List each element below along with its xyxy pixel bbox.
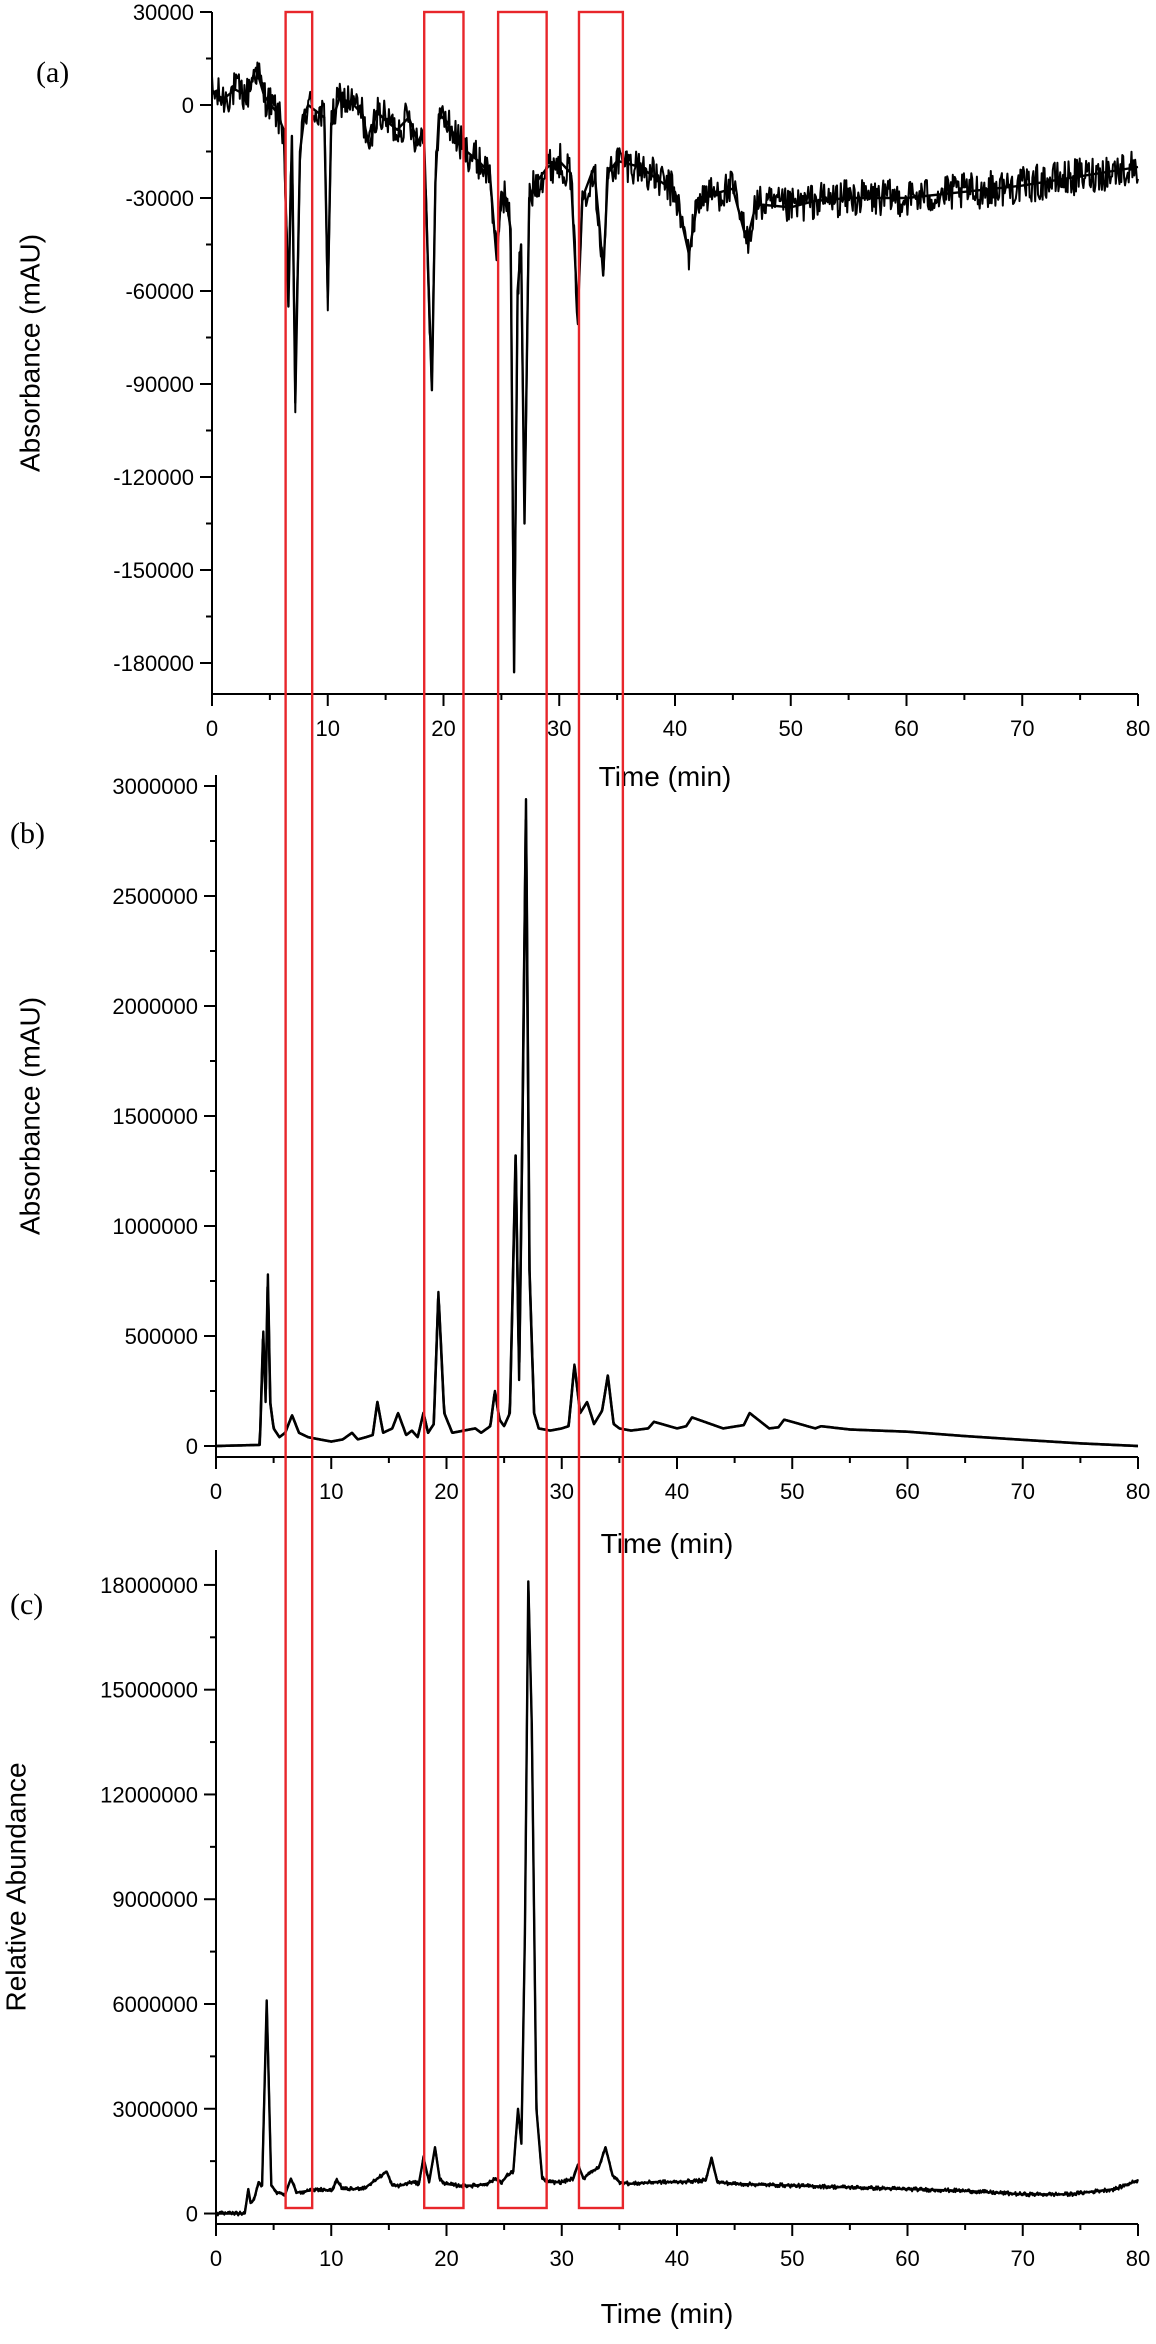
- y-tick-label: 9000000: [112, 1887, 198, 1912]
- panel-label: (a): [36, 56, 69, 89]
- x-tick-label: 20: [434, 1479, 458, 1504]
- trace-peaks-1: [216, 1580, 1139, 2215]
- y-tick-label: 30000: [133, 0, 194, 25]
- panel-label: (b): [10, 817, 45, 850]
- panel-1: 0 10 20 30 40 50 60 70 80 30000 0 -30000 -60000 -9000…: [14, 0, 1150, 792]
- y-tick-label: 0: [182, 93, 194, 118]
- x-tick-label: 20: [431, 716, 455, 741]
- y-axis-label: Absorbance (mAU): [14, 234, 45, 472]
- x-tick-label: 30: [550, 1479, 574, 1504]
- x-tick-label: 50: [779, 716, 803, 741]
- x-tick-label: 70: [1011, 1479, 1035, 1504]
- x-tick-label: 0: [210, 1479, 222, 1504]
- x-tick-label: 0: [210, 2246, 222, 2271]
- y-tick-label: 2000000: [112, 994, 198, 1019]
- y-tick-label: 500000: [125, 1324, 198, 1349]
- highlight-windows: [284, 10, 625, 2210]
- x-tick-label: 80: [1126, 1479, 1150, 1504]
- highlight-window-2: [423, 10, 465, 2210]
- trace-peaks-1: [215, 798, 1139, 1448]
- x-axis-label: Time (min): [599, 761, 732, 792]
- y-tick-label: 3000000: [112, 774, 198, 799]
- x-axis-label: Time (min): [601, 2298, 734, 2329]
- y-tick-label: 12000000: [100, 1782, 198, 1807]
- trace-peaks-1: [211, 66, 1139, 674]
- x-tick-label: 40: [665, 2246, 689, 2271]
- x-tick-label: 10: [316, 716, 340, 741]
- y-tick-label: -120000: [113, 465, 194, 490]
- x-tick-label: 60: [894, 716, 918, 741]
- x-tick-label: 70: [1010, 716, 1034, 741]
- x-axis-label: Time (min): [601, 1528, 734, 1559]
- highlight-window-4: [577, 10, 625, 2210]
- y-tick-label: -180000: [113, 651, 194, 676]
- panel-3: 0 10 20 30 40 50 60 70 80 0 3000000 6000000 9000000 1…: [0, 1550, 1150, 2329]
- x-tick-label: 0: [206, 716, 218, 741]
- y-axis-label: Relative Abundance: [0, 1762, 31, 2011]
- x-tick-label: 50: [780, 1479, 804, 1504]
- x-tick-label: 50: [780, 2246, 804, 2271]
- y-tick-label: -150000: [113, 558, 194, 583]
- x-tick-label: 80: [1126, 2246, 1150, 2271]
- y-tick-label: 0: [186, 1434, 198, 1459]
- x-tick-label: 60: [895, 2246, 919, 2271]
- highlight-window-1: [284, 10, 314, 2210]
- x-tick-label: 10: [319, 2246, 343, 2271]
- y-tick-label: 3000000: [112, 2097, 198, 2122]
- y-tick-label: 18000000: [100, 1573, 198, 1598]
- y-axis-label: Absorbance (mAU): [14, 997, 45, 1235]
- panel-label: (c): [10, 1588, 43, 1621]
- panel-2: 0 10 20 30 40 50 60 70 80 0 500000 1000000 1500000 20…: [10, 774, 1150, 1559]
- trace-series-1: [215, 818, 1139, 1448]
- x-tick-label: 30: [547, 716, 571, 741]
- x-tick-label: 30: [550, 2246, 574, 2271]
- y-tick-label: -90000: [125, 372, 194, 397]
- trace-series-1: [215, 1589, 1139, 2217]
- trace-series-1: [211, 61, 1139, 640]
- y-tick-label: 1000000: [112, 1214, 198, 1239]
- y-tick-label: 0: [186, 2202, 198, 2227]
- highlight-window-3: [496, 10, 548, 2210]
- y-tick-label: 6000000: [112, 1992, 198, 2017]
- x-tick-label: 10: [319, 1479, 343, 1504]
- y-tick-label: 2500000: [112, 884, 198, 909]
- x-tick-label: 40: [663, 716, 687, 741]
- x-tick-label: 20: [434, 2246, 458, 2271]
- x-tick-label: 60: [895, 1479, 919, 1504]
- x-tick-label: 70: [1011, 2246, 1035, 2271]
- x-tick-label: 40: [665, 1479, 689, 1504]
- y-tick-label: 15000000: [100, 1678, 198, 1703]
- x-tick-label: 80: [1126, 716, 1150, 741]
- y-tick-label: -30000: [125, 186, 194, 211]
- y-tick-label: 1500000: [112, 1104, 198, 1129]
- y-tick-label: -60000: [125, 279, 194, 304]
